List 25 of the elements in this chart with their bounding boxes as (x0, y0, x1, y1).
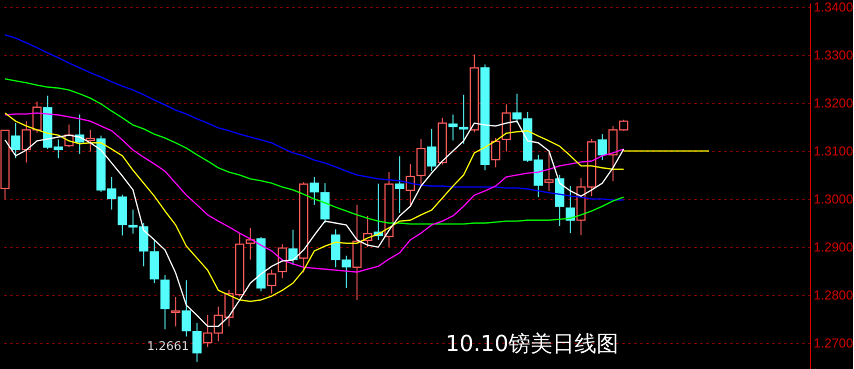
candlestick (11, 122, 20, 159)
candlestick (427, 128, 436, 172)
y-tick-label: 1.3200 (814, 95, 854, 110)
candlestick (448, 114, 458, 141)
y-tick-label: 1.3300 (814, 47, 854, 62)
y-tick-label: 1.3100 (814, 143, 854, 158)
y-tick-label: 1.2700 (814, 336, 854, 351)
line-series (4, 78, 624, 225)
candlestick (544, 150, 554, 192)
y-tick-label: 1.2800 (814, 288, 854, 303)
candlestick (566, 186, 575, 234)
y-tick-label: 1.3400 (814, 0, 854, 14)
candlestick (491, 138, 500, 168)
annotation: 10.10镑美日线图 (446, 332, 618, 357)
line-series (4, 34, 624, 201)
candlestick (406, 163, 415, 206)
candlestick (171, 296, 180, 327)
y-tick-label: 1.2900 (814, 240, 854, 255)
candlestick (459, 94, 468, 144)
candlestick (395, 156, 404, 214)
candlestick (86, 129, 95, 152)
candlestick (267, 269, 276, 294)
y-tick-label: 1.3000 (814, 192, 854, 207)
candlestick (598, 134, 607, 161)
annotation: 1.2661 (147, 339, 189, 353)
